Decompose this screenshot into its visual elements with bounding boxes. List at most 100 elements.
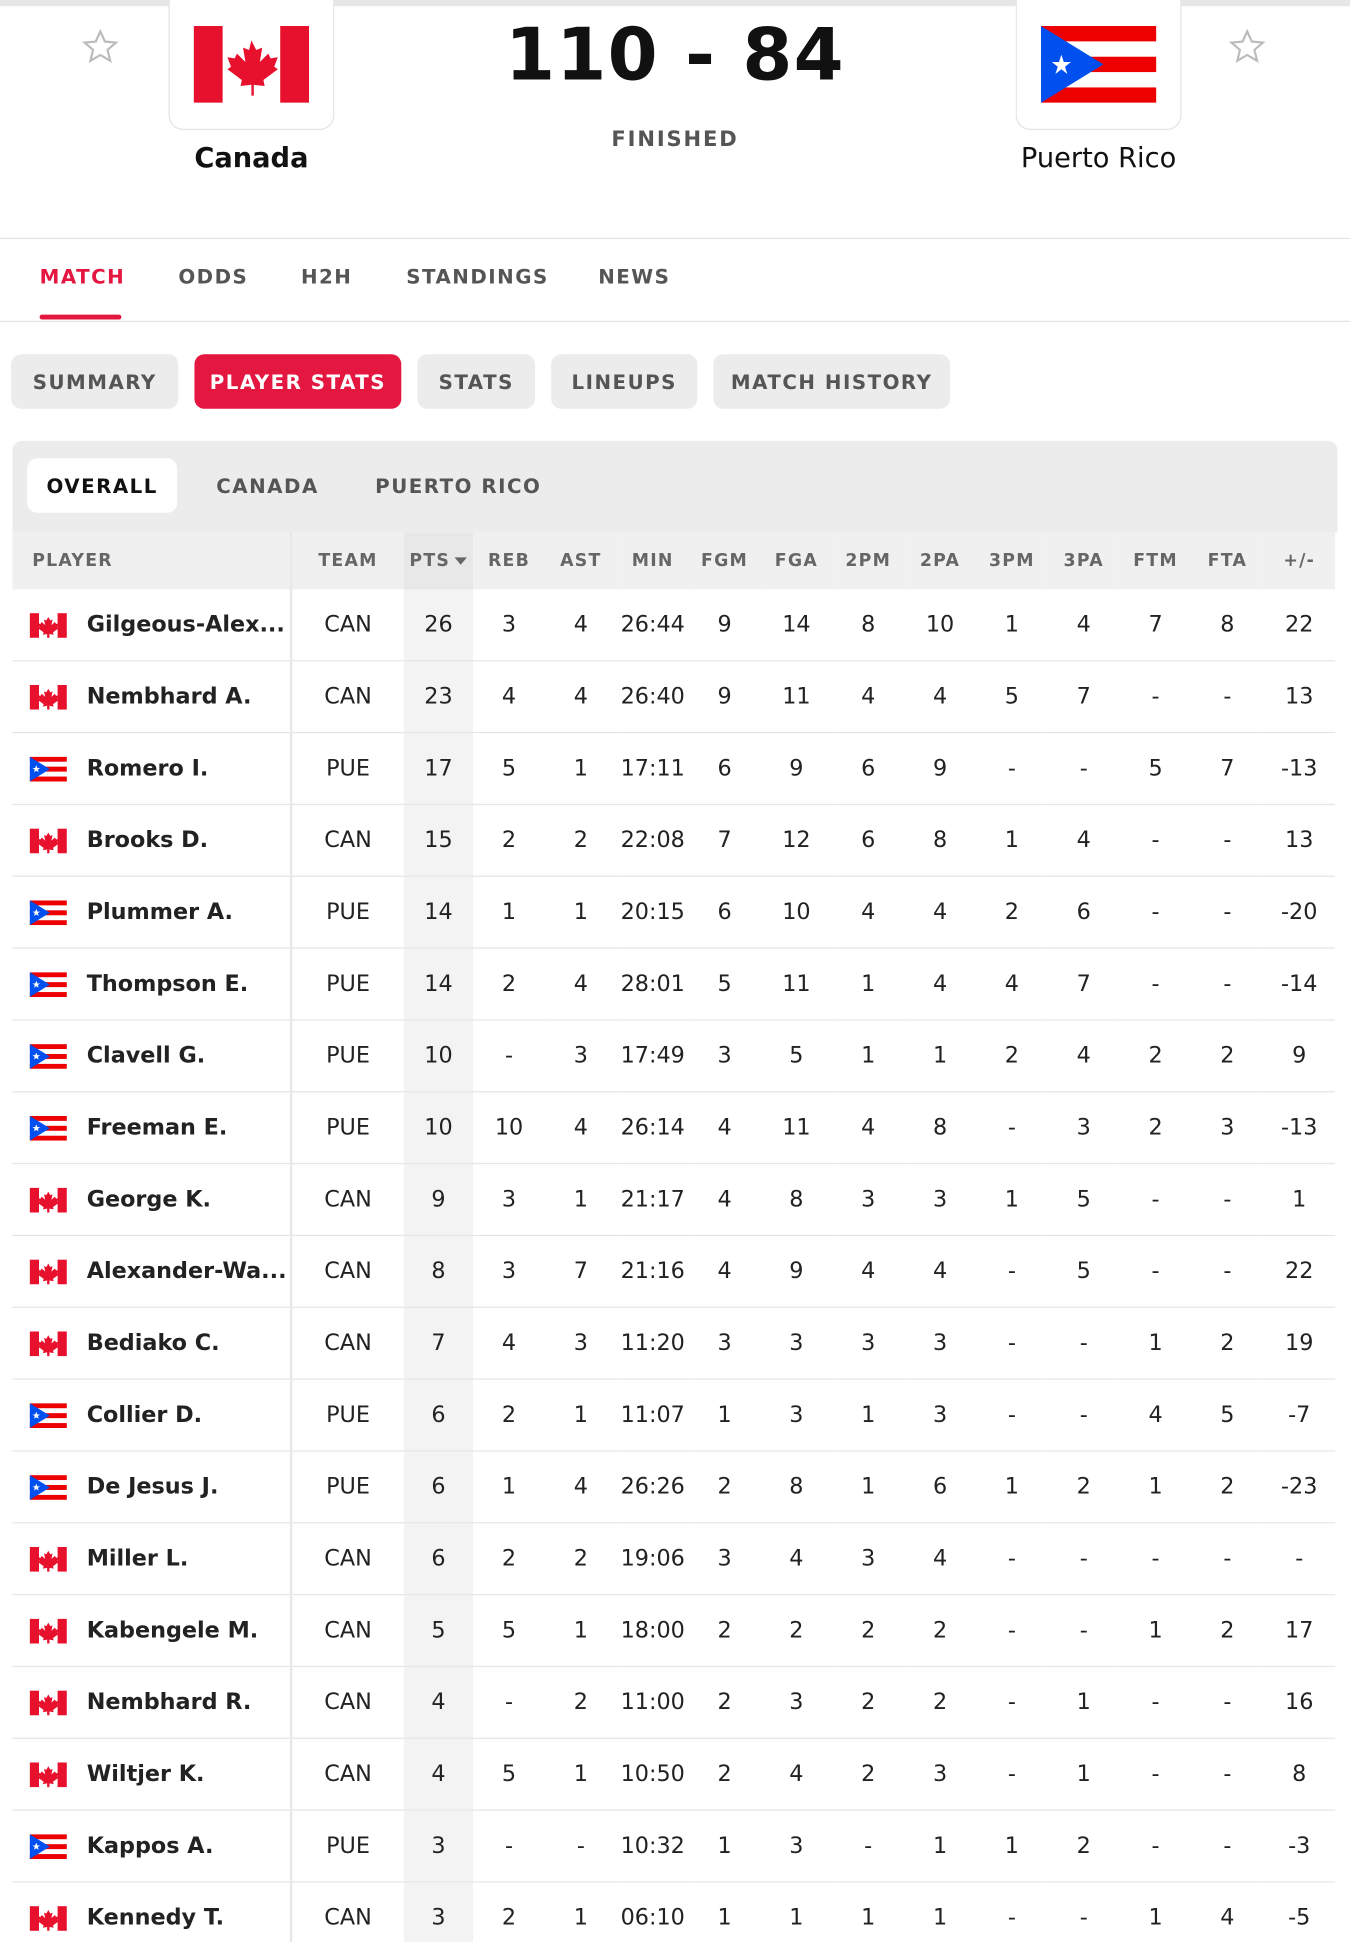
stat-cell: -	[473, 1019, 545, 1093]
player-row[interactable]: Nembhard R. CAN 4-2 11:00 2 3 2 2-1- -16	[12, 1666, 1336, 1739]
home-team: Canada	[194, 143, 309, 175]
stat-cell: 2	[688, 1594, 761, 1668]
tab[interactable]: NEWS	[598, 265, 671, 289]
filter[interactable]: CANADA	[216, 473, 319, 498]
player-name[interactable]: Kabengele M.	[86, 1617, 259, 1644]
stat-cell: 11:00	[616, 1666, 689, 1739]
column-header[interactable]: AST	[544, 532, 617, 590]
column-header[interactable]: FGM	[688, 532, 761, 590]
column-header[interactable]: PTS	[403, 532, 474, 590]
favorite-star[interactable]	[1227, 27, 1267, 67]
subtab[interactable]: MATCH HISTORY	[713, 354, 950, 409]
column-header[interactable]: 2PM	[832, 532, 905, 590]
stat-cell: -	[832, 1810, 905, 1883]
player-name[interactable]: Brooks D.	[86, 827, 209, 854]
stat-cell: -	[1047, 732, 1120, 806]
player-row[interactable]: De Jesus J. PUE 6 1 4 26:26 2 8 1 6 1 2 1 2 -23	[12, 1450, 1336, 1524]
stat-cell: 9	[688, 589, 761, 662]
column-header[interactable]: TEAM	[291, 532, 404, 590]
player-row[interactable]: Romero I. PUE 17 5 1 17:11 6 9 6 9- -5 7 -13	[12, 732, 1336, 806]
player-name[interactable]: Nembhard R.	[86, 1689, 252, 1716]
stat-cell: 9	[760, 732, 833, 806]
stat-cell: 2	[688, 1666, 761, 1739]
column-header-text: FGA	[774, 551, 818, 571]
stat-cell: 3	[832, 1163, 905, 1237]
stat-cell: 6	[832, 804, 905, 877]
player-row[interactable]: Plummer A. PUE 14 1 1 20:15 6 10 4 4 2 6- - -20	[12, 876, 1336, 949]
player-row[interactable]: Freeman E. PUE 10 10 4 26:14 4 11 4 8-3 2 3 -13	[12, 1091, 1336, 1165]
player-name[interactable]: Wiltjer K.	[86, 1761, 205, 1788]
player-row[interactable]: Kennedy T. CAN 3 2 1 06:10 1 1 1 1- -1 4 -5	[12, 1881, 1336, 1943]
column-header[interactable]: 3PM	[975, 532, 1048, 590]
column-header[interactable]: 3PA	[1047, 532, 1120, 590]
filter[interactable]: PUERTO RICO	[375, 473, 542, 498]
player-row[interactable]: Kappos A. PUE 3- -10:32 1 3-1 1 2- - -3	[12, 1810, 1336, 1883]
player-name[interactable]: Kennedy T.	[86, 1905, 225, 1932]
player-flag	[29, 971, 67, 997]
player-name[interactable]: Freeman E.	[86, 1114, 228, 1141]
stat-cell: -	[975, 1666, 1048, 1739]
player-flag	[29, 1905, 67, 1931]
player-row[interactable]: Wiltjer K. CAN 4 5 1 10:50 2 4 2 3-1- -8	[12, 1738, 1336, 1811]
player-name[interactable]: Bediako C.	[86, 1330, 220, 1357]
player-name[interactable]: George K.	[86, 1186, 212, 1213]
stat-cell: 5	[688, 948, 761, 1021]
player-row[interactable]: Miller L. CAN 6 2 2 19:06 3 4 3 4- - - - -	[12, 1522, 1336, 1596]
player-row[interactable]: Bediako C. CAN 7 4 3 11:20 3 3 3 3- -1 2 19	[12, 1307, 1336, 1380]
subtab[interactable]: LINEUPS	[551, 354, 698, 409]
player-name[interactable]: Nembhard A.	[86, 683, 252, 710]
column-header[interactable]: PLAYER	[12, 532, 293, 590]
stat-cell: -	[544, 1810, 617, 1883]
player-name[interactable]: De Jesus J.	[86, 1474, 219, 1501]
stat-cell: 1	[832, 1450, 905, 1524]
stat-cell: 4	[403, 1666, 474, 1739]
player-row[interactable]: Brooks D. CAN 15 2 2 22:08 7 12 6 8 1 4- -13	[12, 804, 1336, 877]
player-row[interactable]: Clavell G. PUE 10-3 17:49 3 5 1 1 2 4 2 2 9	[12, 1019, 1336, 1093]
stat-cell: 1	[1047, 1666, 1120, 1739]
player-row[interactable]: Gilgeous-Alex... CAN 26 3 4 26:44 9 14 8 10 1 4 7 8 22	[12, 589, 1336, 662]
team-cell: PUE	[291, 1091, 404, 1165]
player-name[interactable]: Gilgeous-Alex...	[86, 612, 285, 639]
stat-cell: 13	[1263, 804, 1336, 877]
filter[interactable]: OVERALL	[27, 458, 178, 513]
favorite-star[interactable]	[81, 27, 121, 67]
player-row[interactable]: Collier D. PUE 6 2 1 11:07 1 3 1 3- -4 5 -7	[12, 1379, 1336, 1452]
player-name[interactable]: Miller L.	[86, 1545, 189, 1573]
player-row[interactable]: Alexander-Wa... CAN 8 3 7 21:16 4 9 4 4-5- -22	[12, 1235, 1336, 1308]
column-header-text: TEAM	[318, 551, 378, 571]
header-row: PLAYER TEAM PTS REB AST MIN FGM FGA 2PM 2PA 3PM 3PA…	[12, 532, 1336, 590]
column-header-text: REB	[487, 551, 531, 571]
column-header[interactable]: 2PA	[904, 532, 976, 590]
column-header[interactable]: FTA	[1191, 532, 1264, 590]
tab[interactable]: H2H	[300, 265, 353, 289]
player-name[interactable]: Romero I.	[86, 755, 209, 782]
player-name[interactable]: Collier D.	[86, 1402, 203, 1429]
tab[interactable]: MATCH	[39, 265, 126, 289]
tab[interactable]: STANDINGS	[406, 265, 549, 289]
player-name[interactable]: Kappos A.	[86, 1833, 214, 1860]
stat-cell: 14	[403, 876, 474, 949]
player-name[interactable]: Plummer A.	[86, 899, 234, 926]
player-name[interactable]: Thompson E.	[86, 971, 249, 998]
column-header[interactable]: FGA	[760, 532, 833, 590]
column-header[interactable]: FTM	[1119, 532, 1192, 590]
player-row[interactable]: Nembhard A. CAN 23 4 4 26:40 9 11 4 4 5 7- -13	[12, 660, 1336, 734]
subtab[interactable]: STATS	[417, 354, 536, 409]
column-header[interactable]: +/-	[1263, 532, 1336, 590]
player-name[interactable]: Alexander-Wa...	[86, 1258, 287, 1285]
stat-cell: 1	[975, 1163, 1048, 1237]
player-name[interactable]: Clavell G.	[86, 1043, 206, 1070]
stat-cell: 6	[904, 1450, 976, 1524]
column-header[interactable]: MIN	[616, 532, 689, 590]
stat-cell: 3	[688, 1019, 761, 1093]
subtab[interactable]: SUMMARY	[11, 354, 179, 409]
stat-cell: 3	[904, 1307, 976, 1380]
player-row[interactable]: Kabengele M. CAN 5 5 1 18:00 2 2 2 2- -1 2 17	[12, 1594, 1336, 1668]
player-cell: Thompson E.	[12, 948, 293, 1021]
tab[interactable]: ODDS	[178, 265, 249, 289]
subtab[interactable]: PLAYER STATS	[194, 354, 402, 409]
column-header[interactable]: REB	[473, 532, 545, 590]
player-row[interactable]: Thompson E. PUE 14 2 4 28:01 5 11 1 4 4 7- - -14	[12, 948, 1336, 1021]
stat-cell: 6	[688, 876, 761, 949]
player-row[interactable]: George K. CAN 9 3 1 21:17 4 8 3 3 1 5- -1	[12, 1163, 1336, 1237]
